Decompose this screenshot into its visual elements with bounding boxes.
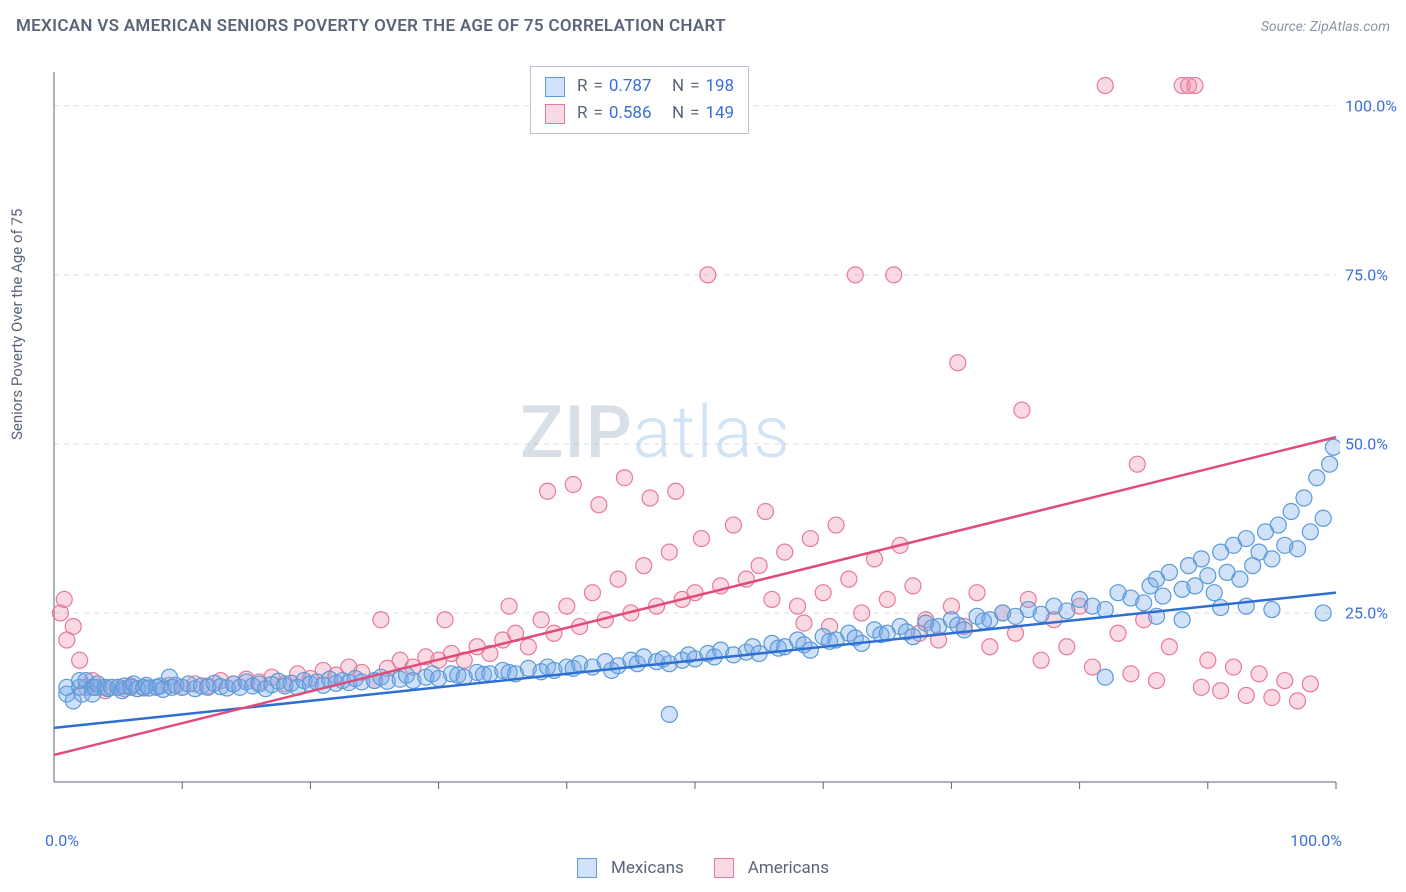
correlation-stats-box: R = 0.787 N = 198 R = 0.586 N = 149	[530, 66, 749, 134]
legend-swatch-americans	[714, 858, 734, 878]
chart-title: MEXICAN VS AMERICAN SENIORS POVERTY OVER…	[16, 16, 726, 36]
stats-N-value: 198	[705, 73, 734, 100]
legend-label: Americans	[748, 858, 829, 878]
stats-row-americans: R = 0.586 N = 149	[545, 100, 734, 127]
stats-R-value: 0.787	[609, 73, 652, 100]
legend-swatch-mexicans	[577, 858, 597, 878]
stats-swatch-americans	[545, 104, 565, 124]
chart-source: Source: ZipAtlas.com	[1261, 19, 1390, 35]
y-tick-label: 50.0%	[1345, 435, 1400, 454]
y-axis-label: Seniors Poverty Over the Age of 75	[8, 209, 26, 440]
legend-label: Mexicans	[611, 858, 684, 878]
legend-item-mexicans: Mexicans	[577, 858, 684, 878]
stats-R-value: 0.586	[609, 100, 652, 127]
y-tick-label: 25.0%	[1345, 604, 1400, 623]
stats-eq: =	[690, 100, 699, 127]
chart-plot-area: ZIPatlas 100.0% 75.0% 50.0% 25.0% 0.0% 1…	[50, 60, 1340, 820]
bottom-legend: Mexicans Americans	[0, 858, 1406, 878]
y-tick-label: 75.0%	[1345, 266, 1400, 285]
x-tick-label-right: 100.0%	[1290, 831, 1342, 850]
x-tick-label-left: 0.0%	[45, 831, 79, 850]
stats-eq: =	[593, 73, 602, 100]
stats-N-label: N	[672, 73, 684, 100]
stats-row-mexicans: R = 0.787 N = 198	[545, 73, 734, 100]
stats-eq: =	[690, 73, 699, 100]
stats-R-label: R	[577, 100, 587, 127]
legend-item-americans: Americans	[714, 858, 829, 878]
stats-swatch-mexicans	[545, 77, 565, 97]
y-tick-label: 100.0%	[1345, 97, 1400, 116]
stats-N-label: N	[672, 100, 684, 127]
stats-R-label: R	[577, 73, 587, 100]
stats-eq: =	[593, 100, 602, 127]
stats-N-value: 149	[705, 100, 734, 127]
